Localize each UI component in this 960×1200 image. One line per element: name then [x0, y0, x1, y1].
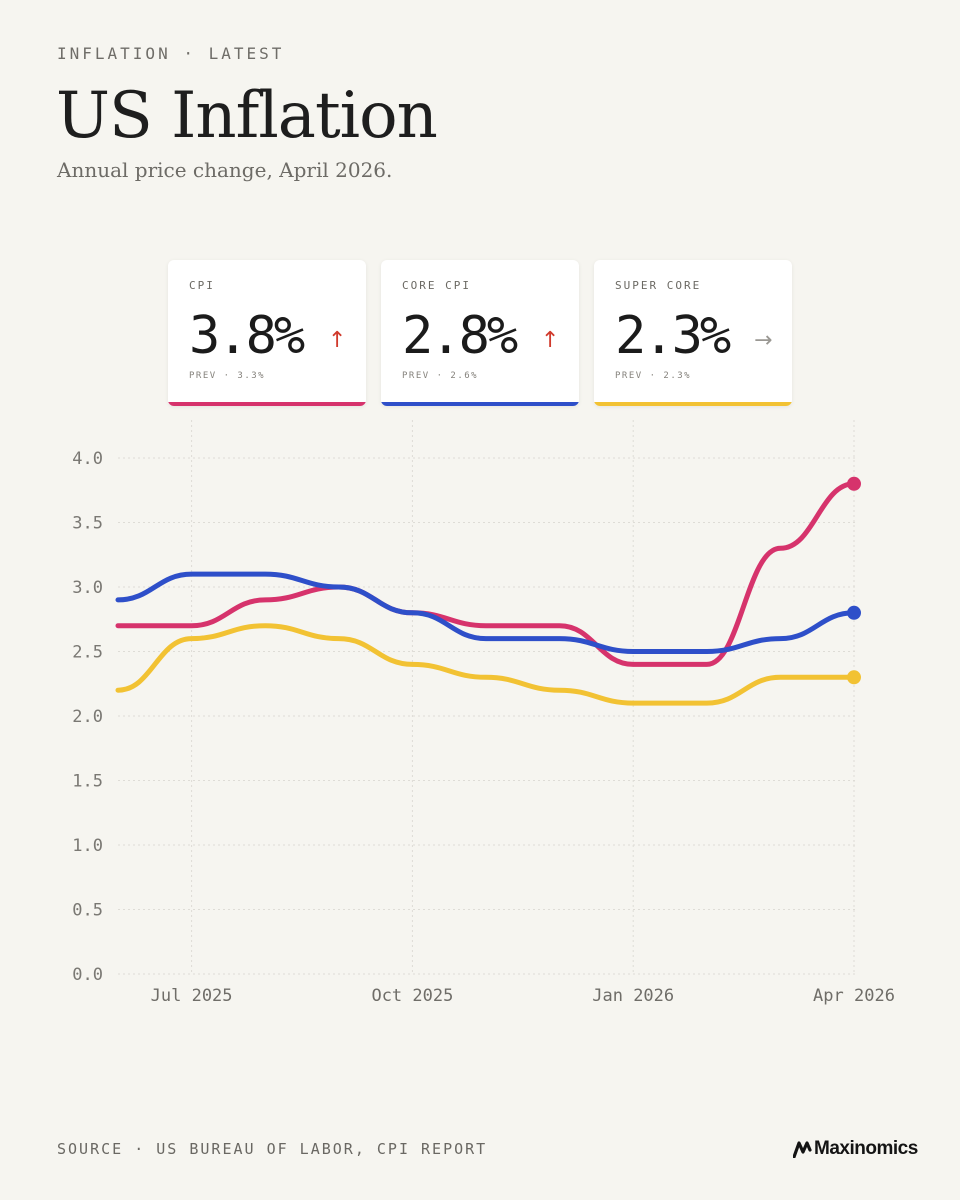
- y-tick-label: 2.0: [72, 707, 103, 727]
- stat-card-prev: PREV · 2.3%: [615, 371, 692, 381]
- y-tick-label: 3.0: [72, 578, 103, 598]
- x-tick-label: Jan 2026: [592, 986, 674, 1006]
- y-tick-label: 0.5: [72, 901, 103, 921]
- stat-card-label: CORE CPI: [402, 279, 471, 292]
- series-end-point-1: [847, 605, 861, 620]
- page-subtitle: Annual price change, April 2026.: [57, 158, 393, 182]
- stat-card-value: 2.3%: [615, 306, 731, 366]
- y-tick-label: 2.5: [72, 643, 103, 663]
- y-tick-label: 4.0: [72, 449, 103, 469]
- stat-card-core-cpi: CORE CPI 2.8% ↑ PREV · 2.6%: [381, 260, 579, 406]
- y-tick-label: 1.0: [72, 836, 103, 856]
- stat-card-super-core: SUPER CORE 2.3% → PREV · 2.3%: [594, 260, 792, 406]
- arrow-right-icon: →: [754, 328, 773, 353]
- series-end-point-0: [847, 476, 861, 491]
- brand-logo: Maxinomics: [793, 1138, 918, 1160]
- arrow-up-icon: ↑: [328, 328, 347, 353]
- page-title: US Inflation: [56, 79, 438, 153]
- series-line-2: [115, 623, 857, 706]
- arrow-up-icon: ↑: [541, 328, 560, 353]
- stat-card-value: 3.8%: [189, 306, 305, 366]
- brand-mark-icon: [793, 1141, 812, 1158]
- series-line-1: [115, 571, 857, 655]
- stat-card-label: SUPER CORE: [615, 279, 702, 292]
- y-tick-label: 1.5: [72, 772, 103, 792]
- brand-name: Maxinomics: [814, 1138, 918, 1159]
- y-tick-label: 0.0: [72, 965, 103, 985]
- y-tick-label: 3.5: [72, 514, 103, 534]
- series-end-point-2: [847, 670, 861, 685]
- stat-card-prev: PREV · 2.6%: [402, 371, 479, 381]
- stat-card-accent: [168, 402, 366, 406]
- x-tick-label: Oct 2025: [371, 986, 453, 1006]
- stat-card-accent: [594, 402, 792, 406]
- line-chart: 0.0 0.5 1.0 1.5 2.0 2.5 3.0 3.5 4.0 Jul 2025 Oct 2…: [72, 420, 895, 1006]
- stat-card-value: 2.8%: [402, 306, 518, 366]
- x-tick-label: Apr 2026: [813, 986, 895, 1006]
- series-line-0: [115, 481, 857, 667]
- stat-card-accent: [381, 402, 579, 406]
- x-tick-label: Jul 2025: [151, 986, 233, 1006]
- stat-card-label: CPI: [189, 279, 215, 292]
- kicker: INFLATION · LATEST: [57, 44, 285, 63]
- stat-card-cpi: CPI 3.8% ↑ PREV · 3.3%: [168, 260, 366, 406]
- stat-card-prev: PREV · 3.3%: [189, 371, 266, 381]
- source-note: SOURCE · US BUREAU OF LABOR, CPI REPORT: [57, 1140, 488, 1158]
